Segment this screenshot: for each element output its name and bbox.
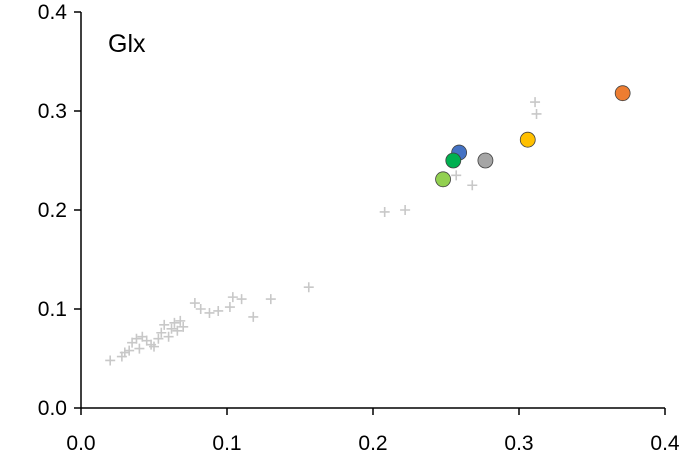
data-points	[105, 85, 631, 366]
y-tick-label: 0.3	[38, 100, 67, 123]
data-point-plus	[530, 97, 541, 108]
x-tick-label: 0.0	[66, 432, 95, 455]
data-point-plus	[224, 302, 235, 313]
x-tick-label: 0.4	[650, 432, 680, 455]
y-tick-label: 0.2	[38, 199, 67, 222]
data-point-plus	[124, 345, 135, 356]
data-point-plus	[467, 180, 478, 191]
data-point-circle	[519, 131, 536, 148]
data-point-plus	[248, 311, 259, 322]
data-point-plus	[156, 327, 167, 338]
data-point-plus	[119, 347, 130, 358]
data-point-plus	[236, 294, 247, 305]
y-tick-label: 0.0	[38, 397, 67, 420]
data-point-plus	[379, 206, 390, 217]
data-point-plus	[178, 321, 189, 332]
panel-label: Glx	[108, 30, 146, 58]
axes	[80, 12, 665, 409]
data-point-plus	[451, 170, 462, 181]
axis-ticks: 0.0 0.1 0.2 0.3 0.4 0.0 0.1 0.2 0.3 0.4	[38, 1, 680, 455]
data-point-circle	[435, 171, 451, 188]
data-point-plus	[149, 341, 159, 352]
data-point-plus	[169, 317, 180, 328]
data-point-circle	[477, 152, 494, 169]
data-point-plus	[195, 304, 206, 314]
data-point-plus	[105, 355, 116, 366]
data-point-circle	[445, 152, 462, 169]
data-point-plus	[153, 333, 164, 344]
data-point-plus	[227, 292, 238, 303]
data-point-plus	[134, 343, 145, 354]
data-point-plus	[400, 205, 411, 215]
data-point-plus	[204, 307, 215, 318]
data-point-plus	[213, 305, 224, 316]
x-tick-label: 0.1	[212, 432, 241, 455]
y-tick-label: 0.1	[38, 298, 67, 321]
data-point-plus	[131, 333, 142, 344]
data-point-plus	[166, 323, 177, 334]
data-point-plus	[189, 298, 200, 309]
data-point-plus	[303, 282, 314, 293]
data-point-plus	[531, 108, 542, 119]
x-tick-label: 0.3	[504, 432, 533, 455]
x-tick-label: 0.2	[358, 432, 387, 455]
data-point-plus	[163, 331, 174, 342]
data-point-plus	[172, 325, 183, 336]
data-point-plus	[175, 315, 186, 326]
data-point-plus	[159, 319, 170, 330]
y-tick-label: 0.4	[38, 1, 68, 24]
data-point-plus	[265, 294, 276, 305]
data-point-circle	[614, 85, 631, 102]
